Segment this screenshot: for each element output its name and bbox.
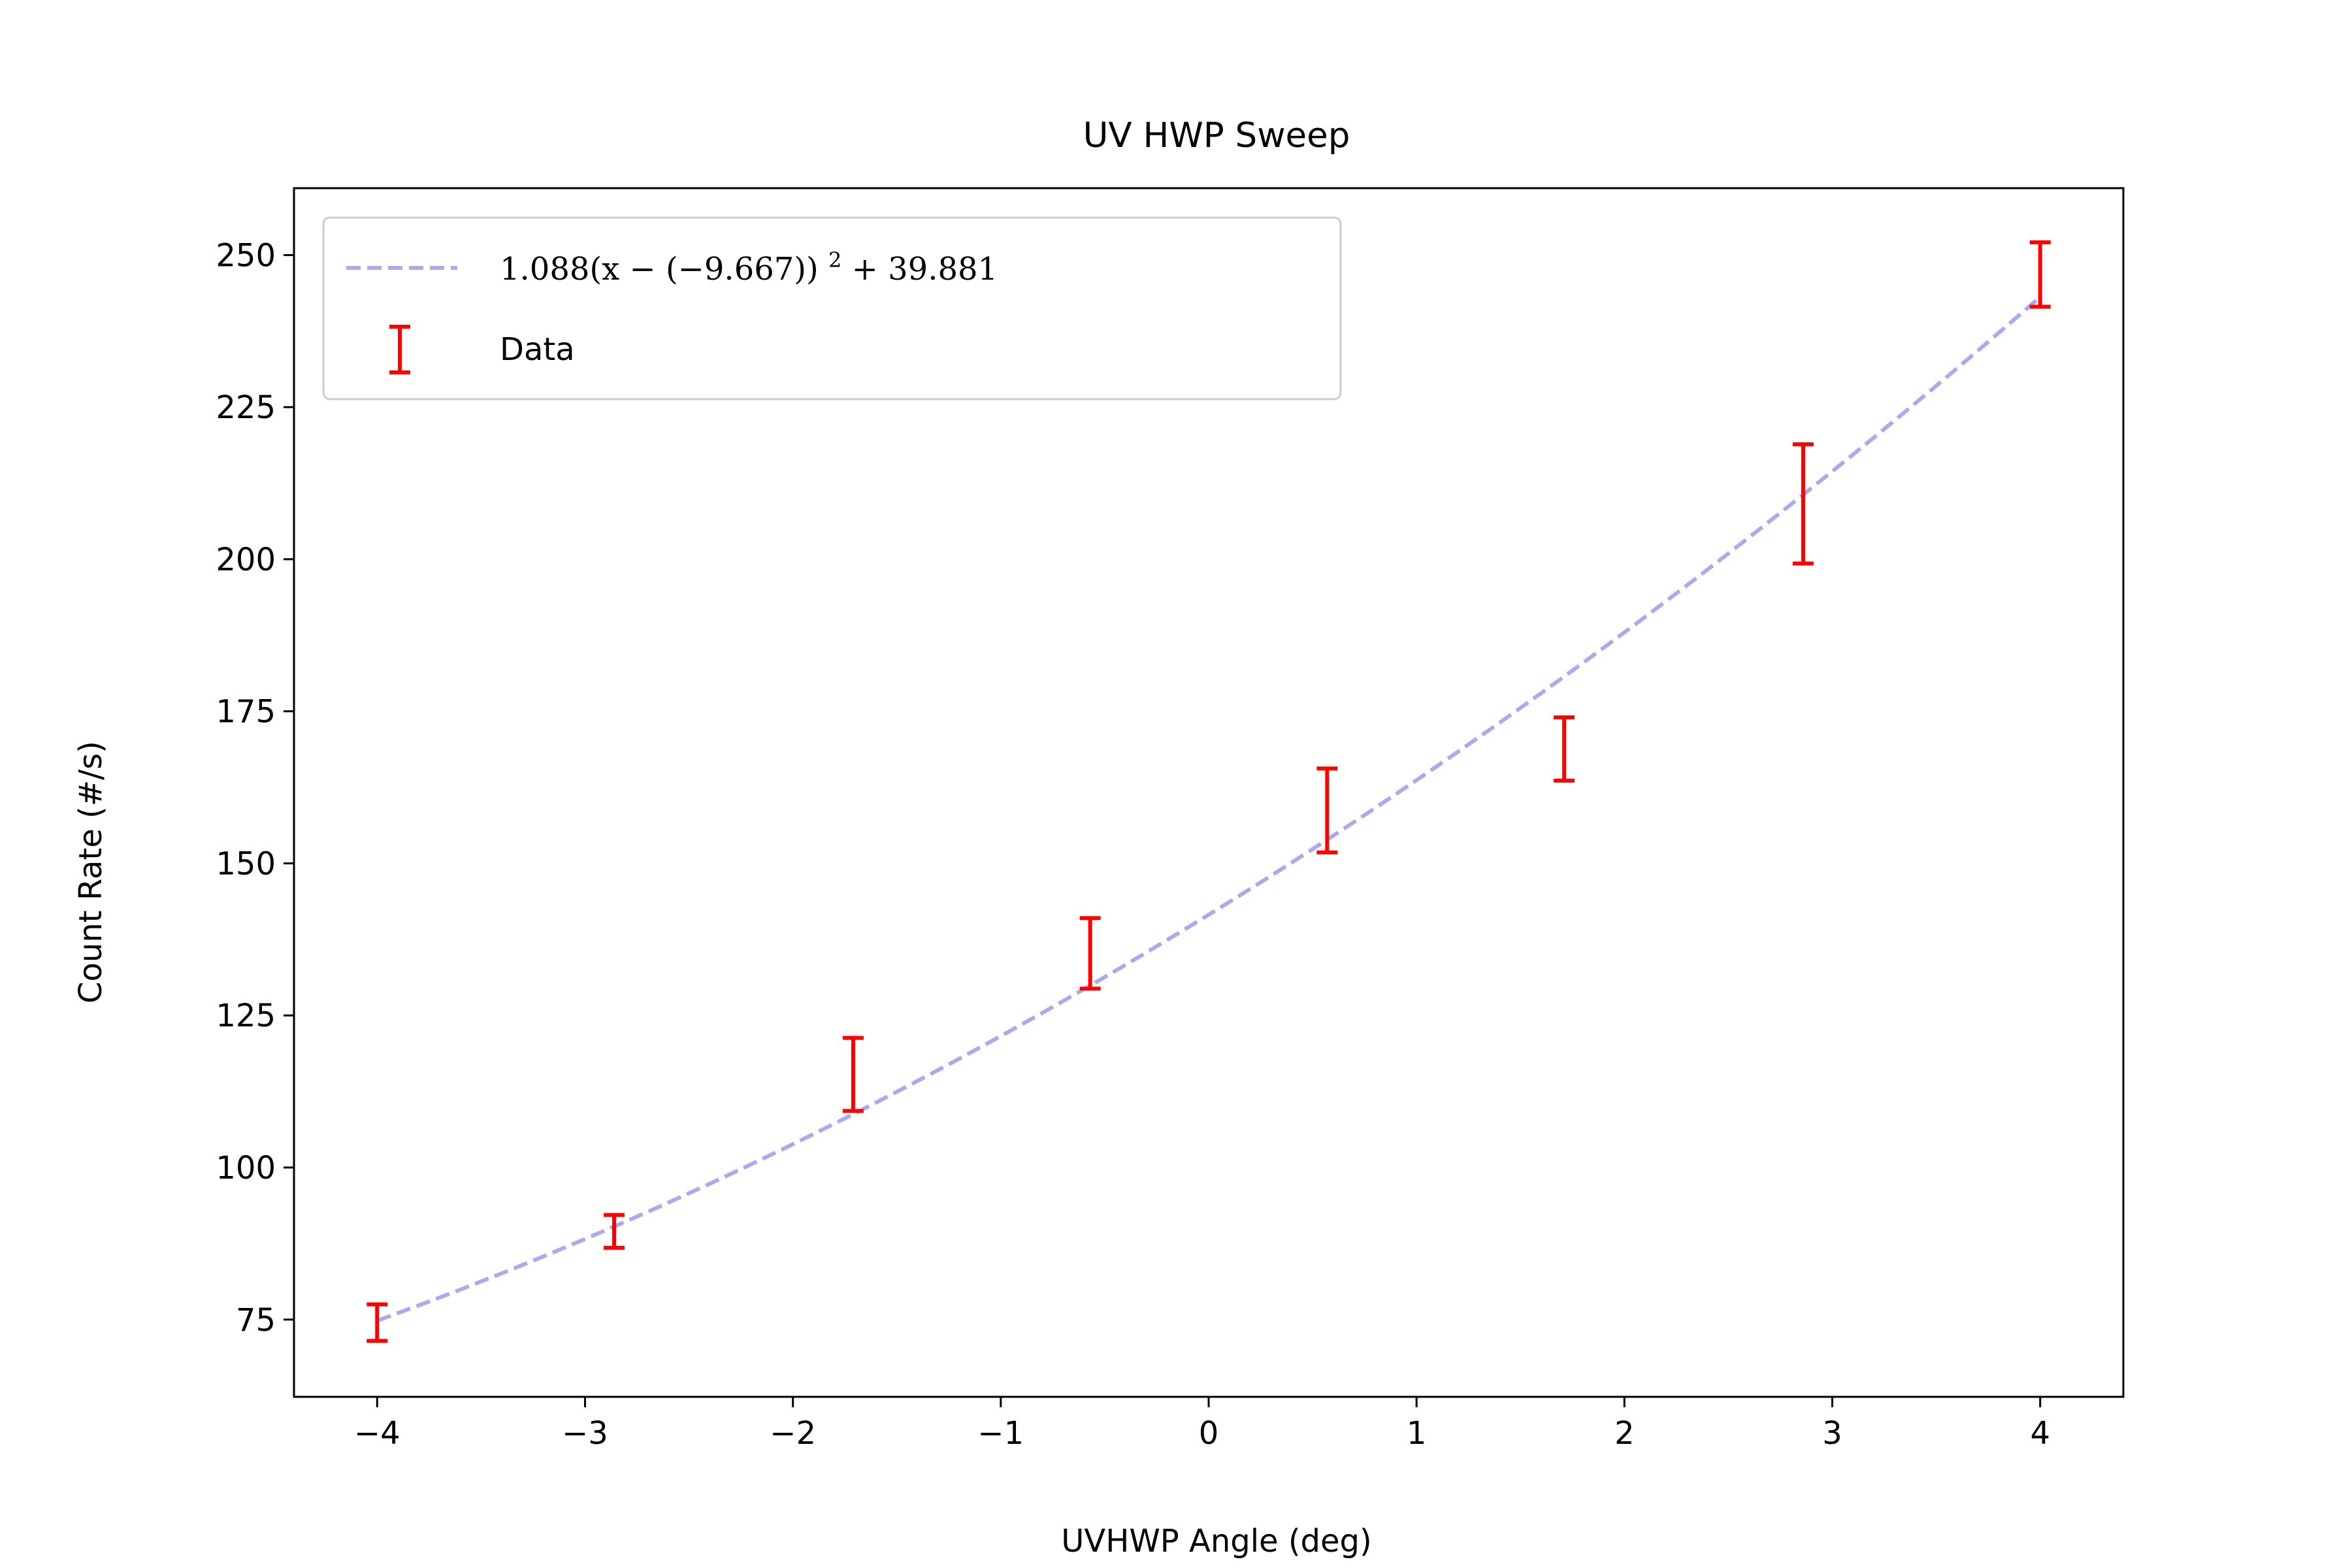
legend-fit-label-superscript: 2 <box>828 248 841 272</box>
ticks-layer: −4 −3 −2 −1 0 1 2 3 4 75 100 125 150 175 200 225 250 <box>216 237 2050 1452</box>
data-errorbar-5 <box>1316 766 1338 855</box>
y-tick-label: 150 <box>216 845 276 882</box>
legend-box <box>322 216 1342 400</box>
x-tick-label: 2 <box>1614 1415 1635 1452</box>
y-tick-label: 75 <box>236 1302 276 1339</box>
legend-fit-label-tail: + 39.881 <box>852 251 998 287</box>
x-axis-label: UVHWP Angle (deg) <box>1061 1523 1372 1560</box>
y-axis-label: Count Rate (#/s) <box>73 741 109 1004</box>
data-errorbar-4 <box>1079 916 1101 991</box>
x-tick-label: −2 <box>770 1415 816 1452</box>
x-tick-label: −1 <box>977 1415 1024 1452</box>
x-tick-label: 4 <box>2030 1415 2050 1452</box>
y-tick-label: 250 <box>216 237 276 274</box>
data-errorbar-6 <box>1554 715 1575 783</box>
y-tick-label: 225 <box>216 389 276 426</box>
legend-fit-label: 1.088(x − (−9.667)) 2 + 39.881 <box>500 248 998 287</box>
legend: 1.088(x − (−9.667)) 2 + 39.881 Data <box>322 216 1342 400</box>
data-errorbar-3 <box>842 1036 864 1113</box>
plot-area-frame <box>293 187 2125 1398</box>
x-tick-label: 0 <box>1199 1415 1219 1452</box>
y-tick-label: 125 <box>216 998 276 1034</box>
legend-data-label: Data <box>500 331 575 368</box>
legend-fit-label-main: 1.088(x − (−9.667)) <box>500 251 819 287</box>
data-errorbar-1 <box>367 1302 388 1343</box>
data-errorbar-2 <box>604 1213 625 1250</box>
y-tick-label: 100 <box>216 1150 276 1186</box>
y-tick-label: 175 <box>216 694 276 730</box>
y-tick-label: 200 <box>216 542 276 578</box>
x-tick-label: 1 <box>1407 1415 1427 1452</box>
data-errorbar-8 <box>2029 240 2051 309</box>
x-tick-label: −4 <box>354 1415 400 1452</box>
data-errorbar-7 <box>1793 442 1814 566</box>
x-tick-label: −3 <box>562 1415 608 1452</box>
legend-errorbar-icon <box>389 325 410 374</box>
data-point-layer <box>367 240 2051 1343</box>
x-tick-label: 3 <box>1822 1415 1842 1452</box>
fit-curve-line <box>376 295 2042 1323</box>
fit-curve-layer <box>376 295 2042 1323</box>
chart-title: UV HWP Sweep <box>1083 116 1350 155</box>
